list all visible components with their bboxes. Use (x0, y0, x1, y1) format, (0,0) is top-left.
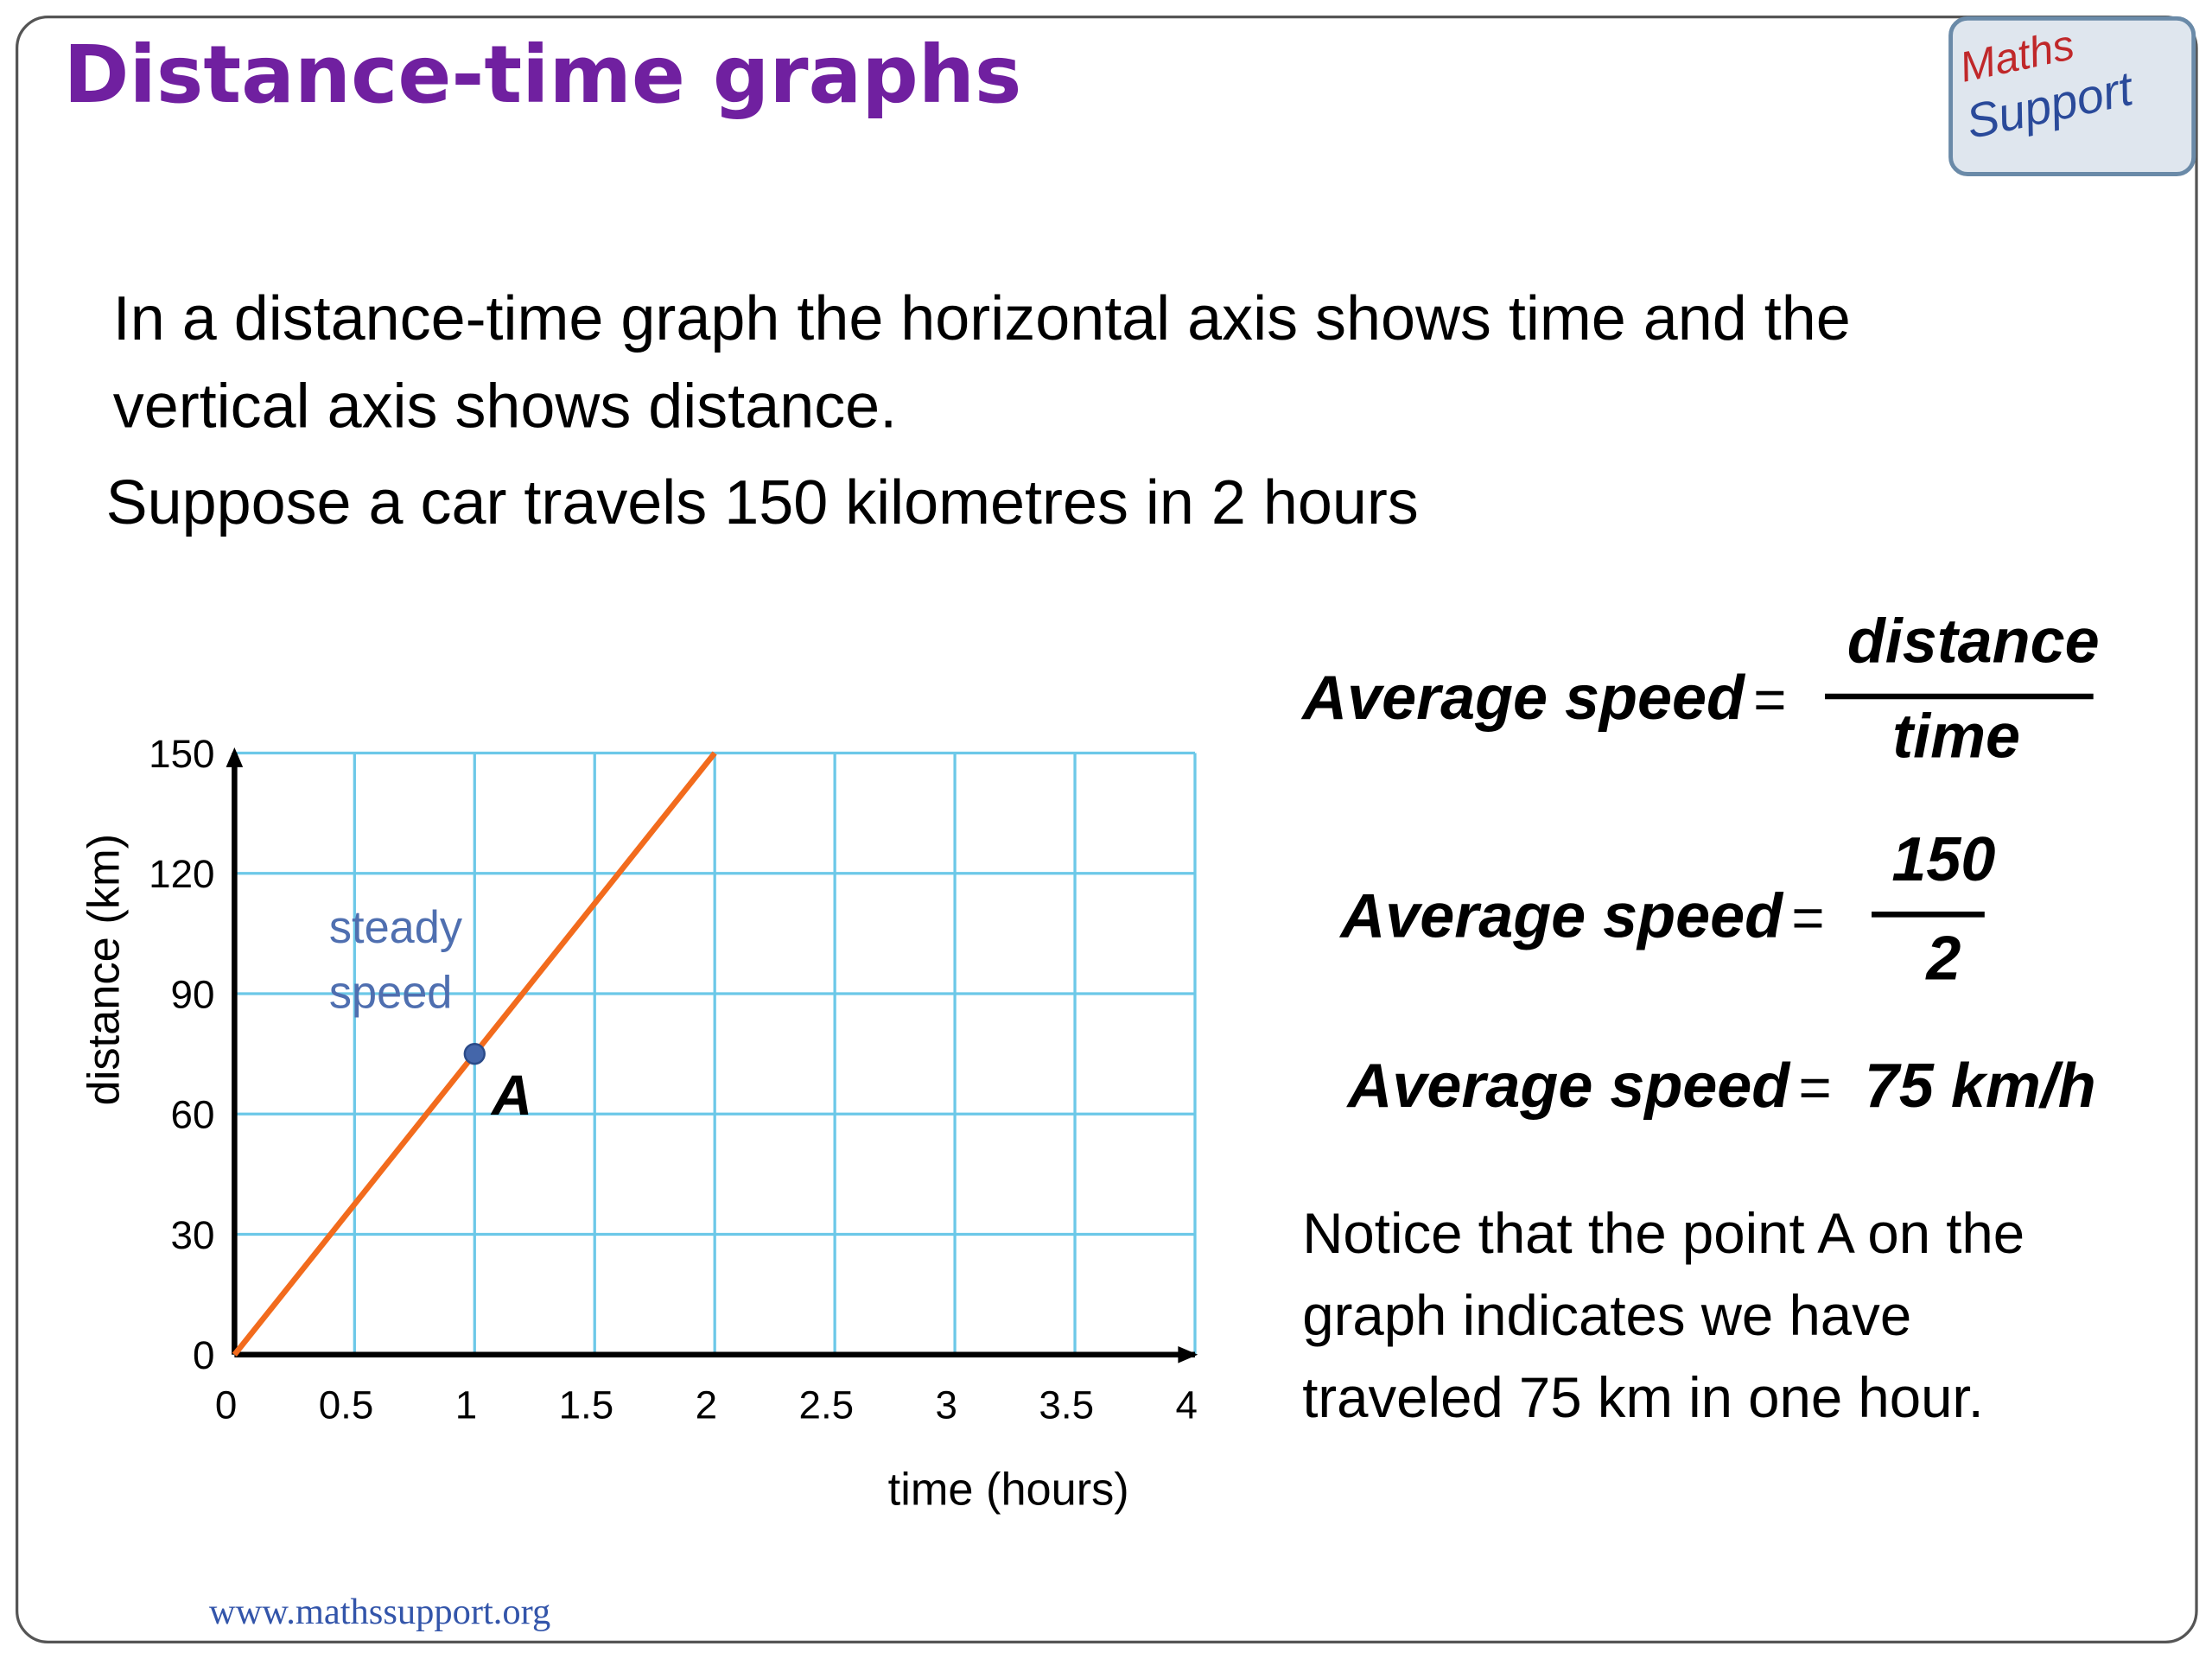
formula-lhs: Average speed (1338, 881, 1784, 950)
intro-line: vertical axis shows distance. (113, 372, 897, 442)
y-tick-label: 60 (171, 1093, 215, 1137)
point-label: A (490, 1064, 532, 1127)
formula-eq: = (1791, 886, 1824, 949)
formula-eq: = (1799, 1056, 1832, 1119)
x-tick-label: 3.5 (1039, 1382, 1094, 1427)
y-tick-label: 30 (171, 1213, 215, 1257)
annotation: steady (329, 903, 463, 953)
x-tick-label: 1.5 (559, 1382, 614, 1427)
y-tick-label: 90 (171, 972, 215, 1016)
formula-rhs: 75 km/h (1865, 1052, 2096, 1121)
x-tick-label: 0.5 (319, 1382, 374, 1427)
formula-eq: = (1753, 668, 1786, 731)
y-tick-label: 150 (149, 732, 214, 776)
x-tick-label: 3 (936, 1382, 957, 1427)
point-marker (463, 1042, 486, 1065)
x-axis-arrow (1178, 1345, 1198, 1363)
title: Distance-time graphs (64, 29, 1022, 121)
x-tick-label: 2 (696, 1382, 717, 1427)
x-axis-label: time (hours) (888, 1465, 1129, 1515)
formula-numerator: distance (1847, 607, 2100, 677)
x-tick-label: 1 (455, 1382, 477, 1427)
formula-lhs: Average speed (1300, 664, 1746, 733)
y-axis-arrow (226, 747, 244, 767)
logo: Maths Support (1948, 16, 2196, 176)
formula-denominator: 2 (1924, 925, 1961, 994)
y-tick-label: 0 (193, 1333, 214, 1377)
y-tick-label: 120 (149, 852, 214, 896)
formula-lhs: Average speed (1345, 1052, 1791, 1121)
formula-denominator: time (1892, 702, 2020, 771)
notice-line: traveled 75 km in one hour. (1302, 1366, 1984, 1429)
suppose-text: Suppose a car travels 150 kilometres in … (106, 468, 1419, 537)
annotation: speed (329, 968, 453, 1018)
x-tick-label: 4 (1175, 1382, 1197, 1427)
notice-line: Notice that the point A on the (1302, 1202, 2024, 1265)
intro-line: In a distance-time graph the horizontal … (113, 284, 1851, 353)
y-axis-label: distance (km) (79, 834, 129, 1106)
footer: www.mathssupport.org (209, 1592, 550, 1632)
formula-numerator: 150 (1891, 825, 1995, 894)
logo-box (1948, 16, 2196, 176)
notice-line: graph indicates we have (1302, 1284, 1911, 1347)
x-tick-label: 0 (215, 1382, 237, 1427)
x-tick-label: 2.5 (799, 1382, 855, 1427)
